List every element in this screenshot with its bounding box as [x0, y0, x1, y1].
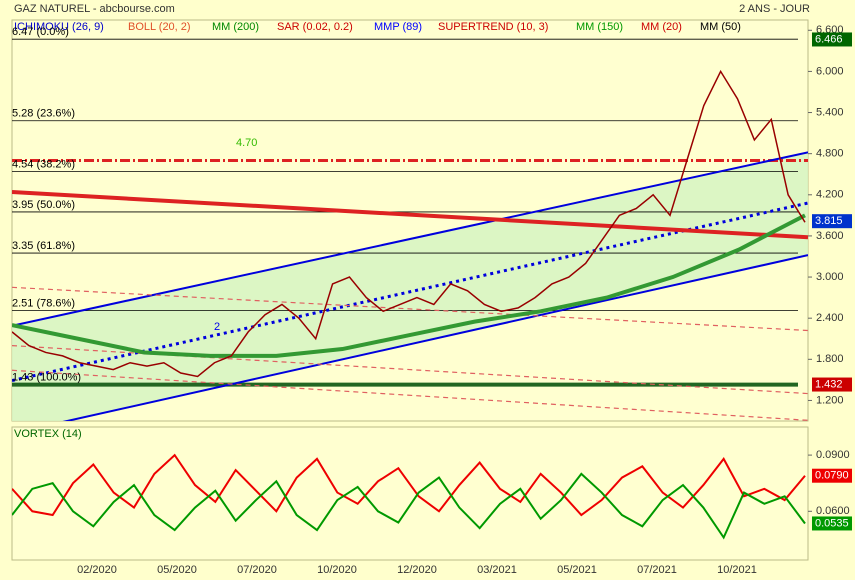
x-tick-label: 12/2020: [397, 564, 437, 576]
y-tick-label: 4.800: [816, 148, 844, 160]
x-tick-label: 10/2020: [317, 564, 357, 576]
x-tick-label: 02/2020: [77, 564, 117, 576]
value-marker-label: 6.466: [815, 33, 843, 45]
trendline: [12, 344, 808, 395]
y-tick-label: 3.600: [816, 230, 844, 242]
annotation-label: 4.70: [236, 137, 257, 149]
trendline: [12, 286, 808, 332]
fib-label: 3.35 (61.8%): [12, 240, 75, 252]
vortex-title: VORTEX (14): [14, 428, 82, 440]
legend-entry: ICHIMOKU (26, 9): [14, 21, 104, 33]
value-marker: [812, 32, 852, 47]
y-tick-label: 5.400: [816, 106, 844, 118]
trendline: [62, 254, 808, 421]
x-tick-label: 05/2021: [557, 564, 597, 576]
y-tick-label: 0.0600: [816, 505, 850, 517]
fib-label: 6.47 (0.0%): [12, 26, 69, 38]
moving-average: [12, 213, 806, 358]
fib-label: 5.28 (23.6%): [12, 108, 75, 120]
price-line: [12, 69, 806, 378]
x-tick-label: 03/2021: [477, 564, 517, 576]
chart-subtitle: 2 ANS - JOUR: [739, 3, 810, 15]
value-marker-label: 1.432: [815, 378, 843, 390]
legend-entry: SUPERTREND (10, 3): [438, 21, 548, 33]
y-tick-label: 4.200: [816, 189, 844, 201]
fib-label: 2.51 (78.6%): [12, 298, 75, 310]
y-tick-label: 6.000: [816, 65, 844, 77]
y-tick-label: 0.0900: [816, 449, 850, 461]
vortex-line: [12, 472, 806, 540]
value-marker-label: 3.815: [815, 215, 843, 227]
y-tick-label: 3.000: [816, 271, 844, 283]
y-tick-label: 2.400: [816, 312, 844, 324]
y-tick-label: 1.200: [816, 394, 844, 406]
trendline: [12, 151, 808, 327]
fib-label: 1.43 (100.0%): [12, 372, 81, 384]
legend-entry: BOLL (20, 2): [128, 21, 191, 33]
legend-entry: MM (20): [641, 21, 682, 33]
value-marker: [812, 377, 852, 392]
value-marker: [812, 516, 852, 531]
x-tick-label: 10/2021: [717, 564, 757, 576]
legend-entry: MMP (89): [374, 21, 422, 33]
trendline: [12, 190, 808, 240]
fib-label: 3.95 (50.0%): [12, 199, 75, 211]
vortex-plot: [12, 453, 806, 540]
channel-fill: [12, 152, 808, 421]
value-marker-label: 0.0535: [815, 517, 849, 529]
legend-entry: MM (150): [576, 21, 623, 33]
x-tick-label: 05/2020: [157, 564, 197, 576]
trendline: [12, 369, 808, 421]
channel-label: 2: [214, 321, 220, 333]
x-tick-label: 07/2021: [637, 564, 677, 576]
legend-entry: SAR (0.02, 0.2): [277, 21, 353, 33]
value-marker-label: 0.0790: [815, 470, 849, 482]
legend-entry: MM (50): [700, 21, 741, 33]
legend-entry: MM (200): [212, 21, 259, 33]
y-tick-label: 1.800: [816, 353, 844, 365]
overlay: GAZ NATUREL - abcbourse.com 2 ANS - JOUR I…: [12, 3, 852, 576]
fib-label: 4.54 (38.2%): [12, 158, 75, 170]
x-tick-label: 07/2020: [237, 564, 277, 576]
chart-title: GAZ NATUREL - abcbourse.com: [14, 3, 175, 15]
vortex-panel: [11, 426, 809, 561]
value-marker: [812, 468, 852, 483]
price-plot: [12, 38, 808, 421]
value-marker: [812, 214, 852, 229]
vortex-line: [12, 453, 806, 517]
